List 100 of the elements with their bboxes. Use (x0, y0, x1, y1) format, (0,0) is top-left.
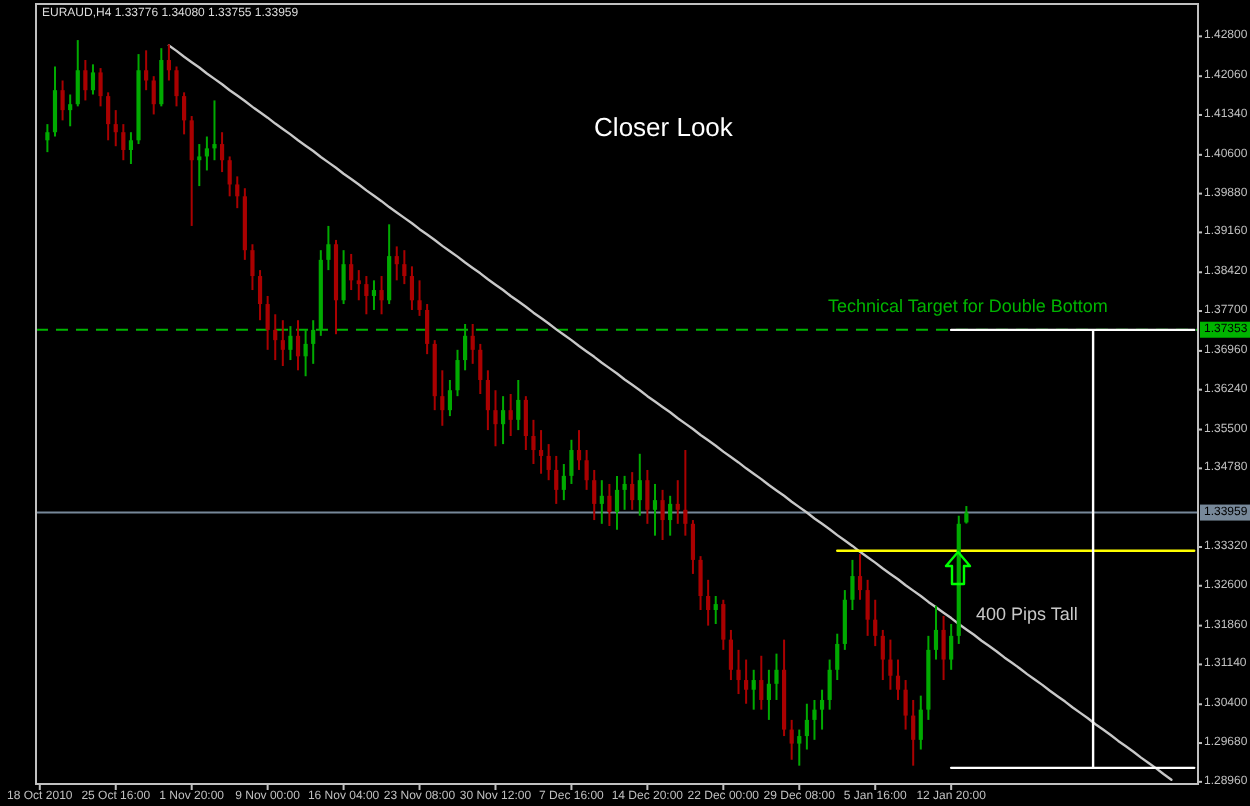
candlestick (341, 249, 346, 306)
candlestick (182, 91, 187, 136)
candlestick (751, 668, 756, 711)
candlestick (273, 313, 278, 362)
candlestick (523, 395, 528, 452)
candlestick (857, 552, 863, 601)
candlestick (561, 463, 566, 502)
candlestick (668, 494, 673, 537)
candlestick (394, 245, 399, 282)
candlestick (895, 658, 901, 701)
candlestick (508, 393, 513, 438)
candlestick (409, 265, 415, 311)
candlestick (645, 468, 650, 525)
candlestick (45, 123, 50, 154)
candlestick (622, 474, 627, 511)
candlestick (440, 369, 445, 427)
candlestick (227, 155, 232, 198)
candlestick (873, 598, 878, 648)
candlestick (683, 449, 688, 537)
candlestick (447, 378, 452, 418)
candlestick (706, 578, 711, 627)
candlestick (151, 75, 156, 116)
annotation: 400 Pips Tall (976, 604, 1078, 624)
candlestick (865, 578, 870, 637)
candlestick (250, 243, 255, 292)
candlestick (842, 589, 847, 651)
candlestick (599, 479, 604, 525)
candlestick (554, 454, 559, 505)
candlestick (455, 348, 460, 398)
candlestick (911, 698, 916, 767)
annotation: Technical Target for Double Bottom (828, 295, 1108, 316)
candlestick (128, 131, 134, 165)
candlestick (280, 319, 285, 367)
candlestick (402, 249, 407, 286)
candlestick (789, 718, 794, 761)
candlestick (759, 654, 764, 711)
candlestick (880, 628, 885, 682)
candlestick (903, 679, 908, 731)
candlestick (144, 49, 149, 92)
candlestick (774, 652, 779, 701)
candlestick (106, 91, 111, 142)
candlestick (159, 47, 164, 108)
candlestick (569, 438, 574, 485)
candlestick (197, 143, 202, 188)
candlestick (295, 319, 301, 372)
candlestick (584, 449, 589, 491)
candlestick (607, 482, 612, 527)
candlestick (804, 702, 809, 751)
candlestick (265, 294, 270, 351)
candlestick (189, 115, 194, 227)
candlestick (425, 303, 430, 356)
candlestick (630, 471, 635, 511)
candlestick (736, 648, 741, 696)
candlestick (812, 698, 817, 741)
candlestick (941, 614, 946, 682)
candlestick (698, 555, 703, 612)
candlestick (675, 479, 680, 525)
candlestick (690, 519, 696, 575)
candlestick (637, 452, 642, 517)
candlestick (379, 275, 384, 316)
candlestick (90, 63, 96, 96)
candlestick (371, 279, 377, 311)
candlestick (835, 632, 840, 682)
candlestick (728, 628, 734, 682)
candlestick (326, 224, 331, 272)
candlestick (219, 131, 225, 174)
candlestick (949, 623, 954, 671)
candlestick (349, 252, 354, 292)
candlestick (538, 429, 544, 475)
candlestick (516, 378, 521, 432)
text: Closer Look (594, 111, 734, 141)
candlestick (652, 482, 658, 537)
candlestick (819, 688, 825, 731)
candlestick (918, 694, 923, 751)
candlestick (500, 395, 506, 446)
candlestick (417, 279, 422, 317)
candlestick (83, 59, 88, 102)
candlestick (713, 595, 718, 626)
candlestick (75, 39, 80, 108)
candlestick (744, 658, 749, 705)
candlestick (257, 269, 263, 322)
candlestick (493, 389, 498, 448)
candlestick (235, 175, 240, 210)
candlestick (364, 275, 369, 316)
candlestick (60, 79, 65, 122)
candlestick (614, 474, 620, 531)
candlestick (212, 99, 217, 162)
candlestick (933, 604, 939, 661)
candlestick (204, 135, 209, 172)
candlestick (387, 223, 392, 306)
candlestick (888, 638, 893, 691)
candlestick (485, 369, 490, 432)
candlestick (166, 43, 171, 82)
candlestick (68, 93, 73, 128)
candlestick (592, 468, 597, 522)
candlestick (470, 322, 475, 365)
candlestick (850, 558, 855, 612)
candlestick (766, 668, 771, 721)
candlestick (113, 109, 118, 148)
candlestick (546, 443, 551, 482)
